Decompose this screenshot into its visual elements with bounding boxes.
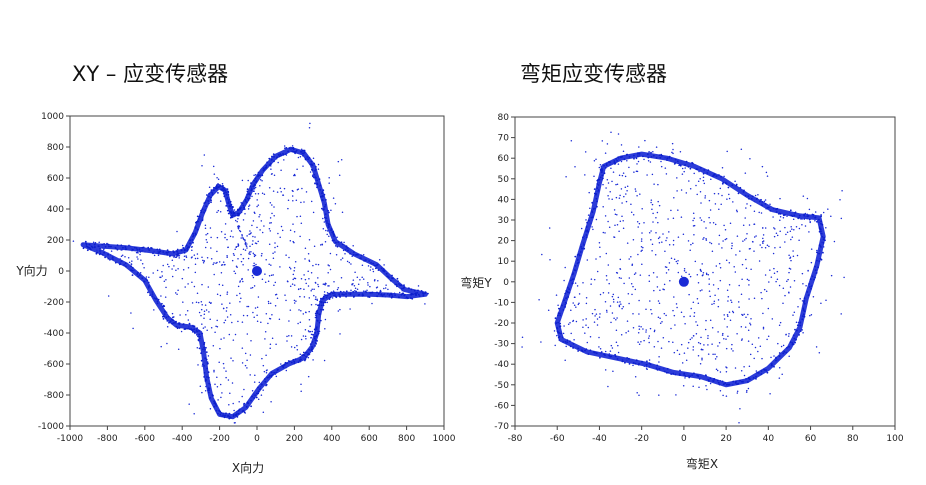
moment-y-tick-label: 20 [498,237,510,247]
xy-y-tick-label: 200 [47,236,64,246]
moment-x-tick-label: 80 [847,434,859,444]
moment-y-tick-label: 80 [498,113,510,123]
xy-x-tick-label: 800 [398,434,415,444]
moment-x-tick-label: -40 [592,434,607,444]
xy-x-tick-label: 400 [323,434,340,444]
xy-plot: -1000 -800 -600 -400 -200 0 200 400 600 800 1000 10… [15,112,455,475]
chart-title-xy: XY – 应变传感器 [72,62,229,86]
moment-y-tick-label: 50 [498,175,510,185]
xy-y-tick-label: 400 [47,205,64,215]
xy-center-cluster [252,266,262,276]
moment-x-tick-label: -60 [550,434,565,444]
xy-y-tick-label: 1000 [41,112,64,122]
moment-plot-frame [514,116,896,427]
moment-y-axis-label: 弯矩Y [460,275,492,290]
xy-outline-band [80,146,428,420]
xy-x-tick-label: 600 [361,434,378,444]
moment-y-tick-label: 60 [498,154,510,164]
moment-plot: -80 -60 -40 -20 0 20 40 60 80 1008070605040302010… [460,113,904,471]
moment-center-cluster [678,276,689,287]
moment-y-tick-label: -60 [494,401,509,411]
moment-y-tick-label: 10 [498,257,510,267]
xy-y-tick-label: -1000 [38,422,64,432]
moment-y-tick-label: 70 [498,134,510,144]
moment-x-tick-label: 20 [720,434,732,444]
xy-x-tick-label: -400 [172,434,193,444]
moment-x-tick-label: -80 [508,434,523,444]
moment-outline-points [554,151,826,386]
xy-outline-points [82,146,429,420]
xy-y-tick-label: 600 [47,174,64,184]
xy-x-tick-label: -800 [97,434,118,444]
xy-y-tick-label: 800 [47,143,64,153]
moment-x-tick-label: 0 [681,434,687,444]
xy-scatter-points [72,122,426,424]
chart-title-moment: 弯矩应变传感器 [520,62,667,86]
moment-x-tick-label: 60 [805,434,817,444]
moment-y-tick-label: -40 [494,360,509,370]
moment-y-tick-label: 30 [498,216,510,226]
xy-x-tick-label: 1000 [433,434,456,444]
moment-x-tick-label: -20 [634,434,649,444]
moment-y-tick-label: -10 [494,298,509,308]
xy-x-tick-label: -200 [209,434,230,444]
moment-y-tick-label: -20 [494,319,509,329]
moment-y-tick-label: 0 [503,278,509,288]
xy-y-tick-label: -600 [44,360,65,370]
xy-x-axis-label: X向力 [232,460,264,475]
xy-y-tick-label: -800 [44,391,65,401]
xy-x-tick-label: -600 [135,434,156,444]
moment-y-tick-label: 40 [498,195,510,205]
moment-x-tick-label: 40 [763,434,775,444]
moment-y-tick-label: -70 [494,422,509,432]
xy-x-tick-label: 0 [254,434,260,444]
xy-x-tick-label: -1000 [57,434,83,444]
moment-x-tick-label: 100 [886,434,903,444]
xy-y-tick-label: -200 [44,298,65,308]
xy-x-tick-label: 200 [286,434,303,444]
moment-x-axis-label: 弯矩X [686,456,718,471]
moment-y-tick-label: -30 [494,340,509,350]
xy-y-tick-label: -400 [44,329,65,339]
moment-y-tick-label: -50 [494,381,509,391]
xy-y-tick-label: 0 [58,267,64,277]
xy-y-axis-label: Y向力 [15,263,47,278]
